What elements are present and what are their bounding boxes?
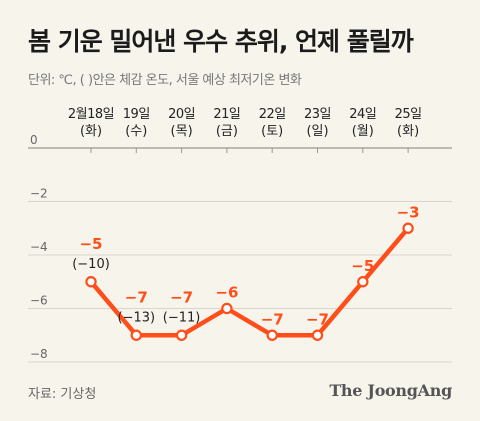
y-tick-label: −4 — [30, 240, 48, 254]
data-label: −7 — [306, 310, 329, 328]
series-line-path — [88, 226, 411, 338]
x-tick-weekday: (목) — [171, 124, 193, 139]
x-tick-label: 21일 — [213, 107, 240, 122]
data-label: −7 — [125, 288, 148, 306]
x-tick-weekday: (토) — [261, 124, 283, 139]
data-point — [85, 276, 97, 288]
x-tick-label: 25일 — [395, 107, 422, 122]
data-point — [221, 302, 233, 315]
x-tick-weekday: (금) — [216, 124, 238, 139]
brand-logo: The JoongAng — [329, 381, 452, 400]
x-tick-label: 22일 — [259, 107, 286, 122]
feels-like-label: (−13) — [118, 310, 156, 325]
y-tick-label: −2 — [30, 187, 48, 201]
data-point — [357, 276, 369, 288]
x-tick-weekday: (일) — [306, 124, 328, 139]
data-point — [266, 329, 278, 341]
data-label: −7 — [170, 288, 193, 306]
data-label: −3 — [397, 203, 420, 221]
series-line — [85, 222, 414, 341]
x-tick-weekday: (화) — [80, 124, 102, 139]
x-tick-label: 2월18일 — [68, 107, 114, 122]
x-tick-weekday: (수) — [125, 124, 147, 139]
feels-like-label: (−11) — [163, 310, 201, 325]
data-label: −6 — [215, 284, 238, 302]
x-tick-label: 23일 — [304, 107, 331, 122]
chart-title: 봄 기운 밀어낸 우수 추위, 언제 풀릴까 — [28, 27, 414, 56]
x-tick-weekday: (월) — [352, 124, 374, 139]
gridlines — [28, 147, 452, 363]
data-label: −5 — [351, 257, 374, 275]
x-tick-weekday: (화) — [397, 124, 419, 139]
y-tick-label: 0 — [30, 133, 38, 147]
y-tick-label: −6 — [30, 294, 48, 308]
data-labels: −5 (−10) −7 (−13) −7 (−11) −6 −7 −7 −5 −3 — [72, 203, 419, 328]
data-point — [130, 329, 142, 341]
x-tick-label: 24일 — [349, 107, 376, 122]
data-label: −5 — [79, 235, 102, 253]
data-label: −7 — [261, 310, 284, 328]
chart-subtitle: 단위: ℃, ( )안은 체감 온도, 서울 예상 최저기온 변화 — [28, 73, 302, 88]
x-tick-label: 20일 — [168, 107, 195, 122]
data-point — [175, 329, 188, 341]
x-tick-label: 19일 — [123, 107, 150, 122]
data-point — [402, 222, 414, 234]
y-tick-label: −8 — [30, 347, 48, 361]
feels-like-label: (−10) — [72, 257, 110, 272]
source-note: 자료: 기상청 — [28, 387, 97, 402]
y-axis: 0 −2 −4 −6 −8 — [30, 133, 48, 361]
x-axis: 2월18일 (화) 19일 (수) 20일 (목) 21일 (금) 22일 (토) 23일 (일) 24… — [68, 107, 422, 153]
data-point — [311, 329, 324, 341]
